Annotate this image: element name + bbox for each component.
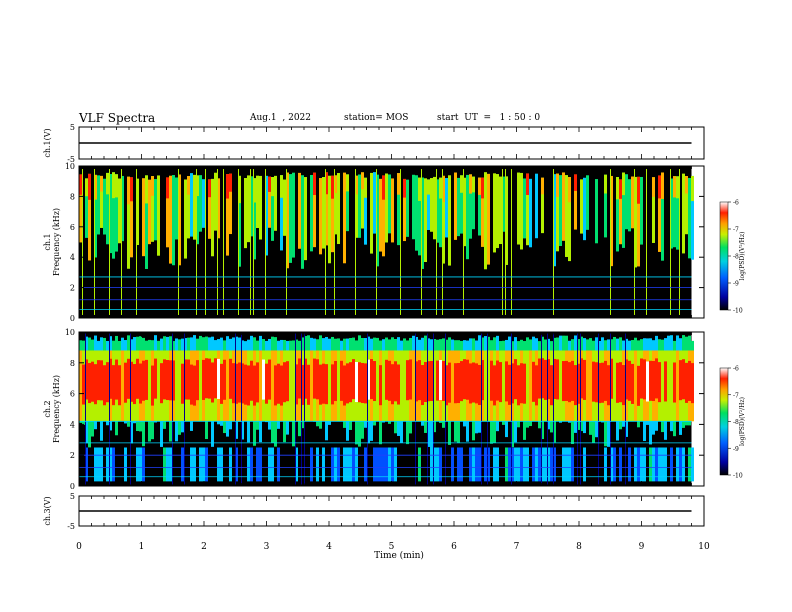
ch3-voltage-ylabel: ch.3(V): [43, 496, 52, 525]
ch1-colorbar-tick-label: -7: [733, 227, 739, 234]
ch1-spectrogram-ytick-label: 8: [70, 192, 75, 201]
ch1-spectrogram-ylabel: Frequency (kHz): [52, 208, 61, 276]
ch2-colorbar-tick-label: -8: [733, 419, 739, 426]
x-tick-label: 10: [698, 542, 710, 552]
ch2-colorbar: [719, 367, 729, 476]
x-tick-label: 7: [514, 542, 520, 552]
ch1-voltage-ylabel: ch.1(V): [43, 128, 52, 157]
x-tick-label: 0: [76, 542, 82, 552]
ch1-spectrogram-image: [79, 166, 704, 318]
x-tick-label: 5: [389, 542, 395, 552]
ch1-voltage-ytick-label: -5: [67, 155, 75, 164]
ch2-spectrogram-image: [79, 332, 704, 486]
ch1-colorbar-tick-label: -10: [733, 308, 743, 315]
ch1-voltage-ytick-label: 5: [70, 123, 75, 132]
date-label: Aug.1 , 2022: [250, 113, 311, 123]
ch2-colorbar-label: log(PSD)(V²/Hz): [739, 397, 746, 446]
ch2-spectrogram-ylabel: ch.2: [43, 400, 52, 417]
station-label: station= MOS: [344, 113, 409, 123]
ch2-colorbar-tick-label: -7: [733, 392, 739, 399]
start-ut-label: start UT = 1 : 50 : 0: [437, 113, 541, 123]
ch2-colorbar-tick-label: -10: [733, 473, 743, 480]
ch3-voltage-ytick-label: -5: [67, 522, 75, 531]
ch2-spectrogram-ylabel: Frequency (kHz): [52, 375, 61, 443]
ch1-colorbar-tick-label: -6: [733, 200, 739, 207]
ch1-colorbar-label: log(PSD)(V²/Hz): [739, 232, 746, 281]
ch1-colorbar-tick-label: -8: [733, 254, 739, 261]
ch1-spectrogram-ylabel: ch.1: [43, 233, 52, 250]
ch1-spectrogram-ytick-label: 0: [70, 314, 75, 323]
x-axis-label: Time (min): [374, 550, 424, 561]
figure-title: VLF Spectra: [79, 111, 156, 125]
ch3-voltage-ytick-label: 5: [70, 492, 75, 501]
x-tick-label: 8: [576, 542, 582, 552]
ch1-spectrogram-ytick-label: 10: [65, 162, 75, 171]
x-tick-label: 1: [139, 542, 145, 552]
ch2-spectrogram-ytick-label: 6: [70, 390, 75, 399]
ch1-spectrogram-ytick-label: 2: [70, 284, 75, 293]
ch2-spectrogram-ytick-label: 10: [65, 328, 75, 337]
x-tick-label: 2: [201, 542, 207, 552]
ch2-colorbar-tick-label: -9: [733, 446, 739, 453]
x-tick-label: 6: [451, 542, 457, 552]
ch2-colorbar-tick-label: -6: [733, 366, 739, 373]
x-tick-label: 3: [264, 542, 270, 552]
x-tick-label: 9: [639, 542, 645, 552]
x-tick-label: 4: [326, 542, 332, 552]
ch1-spectrogram-ytick-label: 4: [70, 253, 75, 262]
ch1-spectrogram-ytick-label: 6: [70, 223, 75, 232]
ch2-spectrogram-ytick-label: 2: [70, 451, 75, 460]
ch2-spectrogram-ytick-label: 8: [70, 359, 75, 368]
ch1-colorbar-tick-label: -9: [733, 281, 739, 288]
ch1-colorbar: [719, 201, 729, 311]
ch2-spectrogram-ytick-label: 0: [70, 482, 75, 491]
ch2-spectrogram-ytick-label: 4: [70, 420, 75, 429]
